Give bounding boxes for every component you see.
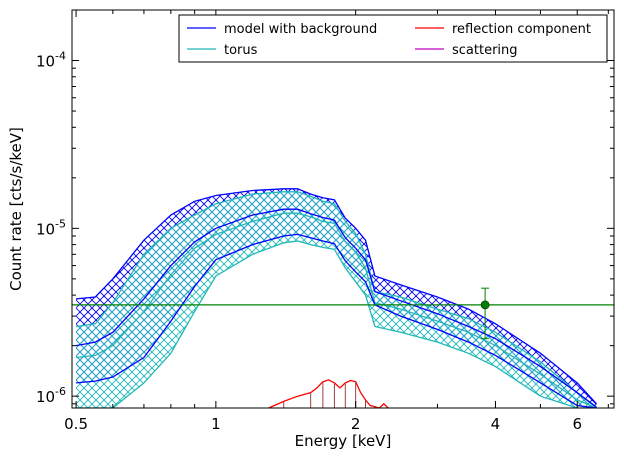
torus-lower-line: [76, 240, 597, 408]
background-data: [72, 287, 614, 340]
y-tick-label: 10-4: [36, 50, 66, 71]
y-axis-label: Count rate [cts/s/keV]: [7, 127, 25, 291]
torus-median-line: [76, 212, 597, 408]
model-upper-line: [76, 188, 597, 405]
legend: model with background reflection componen…: [178, 14, 608, 63]
x-tick-label: 4: [491, 415, 501, 433]
model-median-line: [75, 208, 597, 408]
axis-tick-labels: 0.5 1 2 4 6 10-6 10-5 10-4: [36, 50, 582, 433]
legend-label: reflection component: [452, 22, 591, 37]
x-tick-label: 2: [351, 415, 361, 433]
reflection-line: [268, 379, 389, 408]
torus-band: [76, 191, 597, 408]
series-lines: [75, 188, 597, 408]
legend-label: scattering: [452, 43, 518, 58]
torus-upper-line: [76, 191, 597, 408]
plot-frame: [71, 9, 615, 409]
uncertainty-bands: [76, 188, 597, 408]
x-tick-label: 6: [572, 415, 582, 433]
legend-box: [178, 14, 608, 63]
x-tick-label: 0.5: [64, 415, 88, 433]
x-tick-label: 1: [211, 415, 221, 433]
axis-ticks: [72, 9, 614, 408]
legend-label: model with background: [224, 22, 377, 37]
y-tick-label: 10-6: [36, 385, 66, 406]
x-axis-label: Energy [keV]: [295, 432, 392, 450]
legend-label: torus: [224, 43, 258, 58]
data-point: [480, 300, 490, 310]
y-tick-label: 10-5: [36, 217, 66, 238]
model-lower-line: [76, 233, 597, 408]
